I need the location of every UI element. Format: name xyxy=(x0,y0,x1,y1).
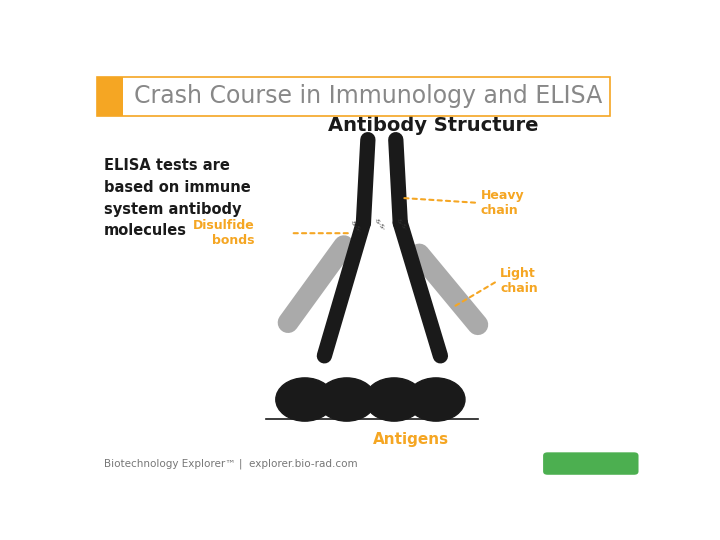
Text: BIO-RAD: BIO-RAD xyxy=(563,457,619,470)
FancyBboxPatch shape xyxy=(96,77,610,116)
Text: Antigens: Antigens xyxy=(373,433,449,447)
Text: Light
chain: Light chain xyxy=(500,267,538,295)
Circle shape xyxy=(407,378,465,421)
Text: Disulfide
bonds: Disulfide bonds xyxy=(193,219,255,247)
Circle shape xyxy=(276,378,334,421)
Text: Heavy
chain: Heavy chain xyxy=(481,189,524,217)
Text: -S-S-: -S-S- xyxy=(349,220,362,234)
Circle shape xyxy=(365,378,423,421)
Text: Crash Course in Immunology and ELISA: Crash Course in Immunology and ELISA xyxy=(133,84,602,109)
Text: ELISA tests are
based on immune
system antibody
molecules: ELISA tests are based on immune system a… xyxy=(104,158,251,238)
Text: Biotechnology Explorer™ |  explorer.bio-rad.com: Biotechnology Explorer™ | explorer.bio-r… xyxy=(104,458,358,469)
Text: -S-S-: -S-S- xyxy=(395,218,408,232)
FancyBboxPatch shape xyxy=(543,453,639,475)
Text: Antibody Structure: Antibody Structure xyxy=(328,116,539,134)
FancyBboxPatch shape xyxy=(96,77,124,116)
Circle shape xyxy=(318,378,376,421)
Text: -S-S-: -S-S- xyxy=(373,218,386,232)
